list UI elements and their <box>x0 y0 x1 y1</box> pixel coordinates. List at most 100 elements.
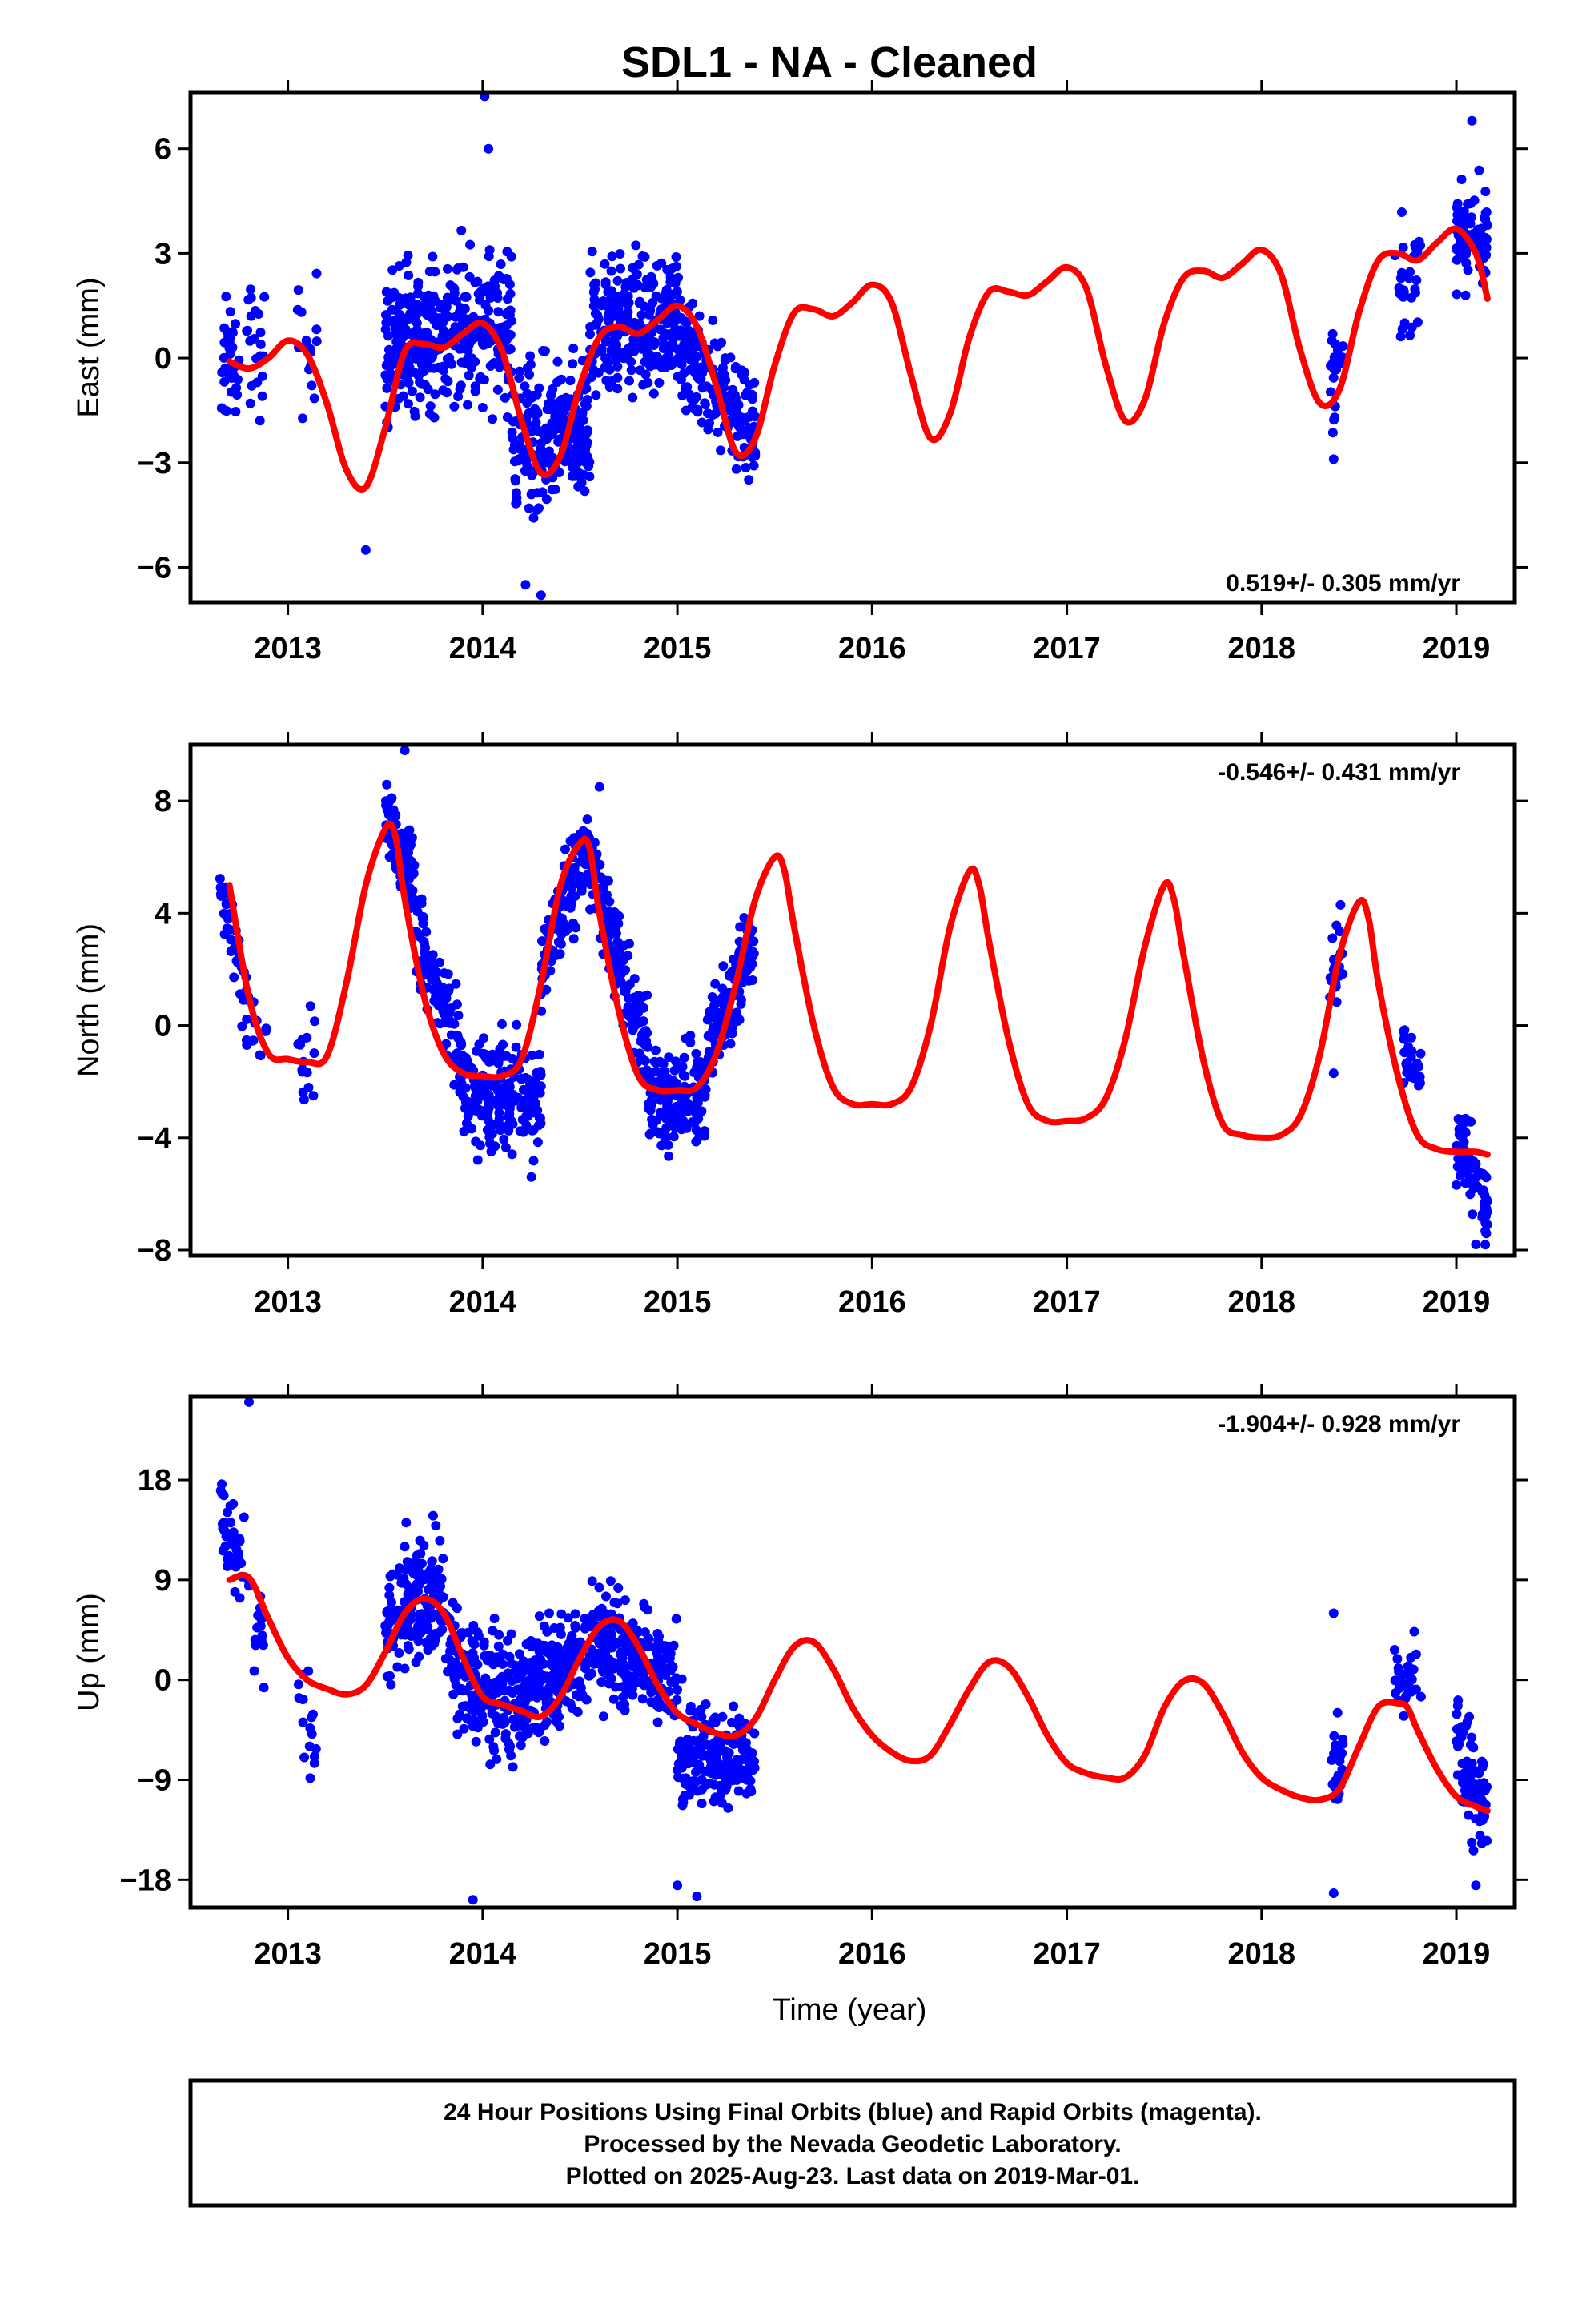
data-point <box>637 251 648 261</box>
east-observations <box>216 93 1492 601</box>
data-point <box>246 311 256 321</box>
data-point <box>428 1633 438 1643</box>
data-point <box>413 281 424 292</box>
data-point <box>225 333 235 344</box>
data-point <box>600 336 611 347</box>
data-point <box>464 1627 474 1638</box>
data-point <box>643 1042 653 1052</box>
data-point <box>685 1746 696 1756</box>
data-point <box>717 983 728 994</box>
data-point <box>477 338 488 348</box>
data-point <box>594 1582 604 1593</box>
data-point <box>736 424 745 434</box>
data-point <box>413 288 423 299</box>
data-point <box>636 1052 647 1063</box>
data-point <box>477 403 488 412</box>
data-point <box>711 1023 721 1034</box>
data-point <box>431 1521 441 1530</box>
data-point <box>1482 1207 1492 1217</box>
data-point <box>693 1098 703 1108</box>
data-point <box>455 1709 465 1719</box>
data-point <box>671 1078 681 1088</box>
data-point <box>1452 1180 1462 1190</box>
data-point <box>218 889 228 899</box>
data-point <box>649 1056 660 1067</box>
data-point <box>739 1739 749 1749</box>
data-point <box>455 384 465 394</box>
data-point <box>705 1779 715 1789</box>
data-point <box>594 782 604 792</box>
data-point <box>445 280 456 291</box>
data-point <box>451 979 461 989</box>
data-point <box>257 391 267 401</box>
data-point <box>617 1634 628 1644</box>
data-point <box>716 445 726 456</box>
east-plot-area <box>216 93 1492 601</box>
data-point <box>384 1582 395 1593</box>
data-point <box>259 292 270 302</box>
data-point <box>428 251 438 262</box>
data-point <box>232 390 243 400</box>
data-point <box>535 1113 545 1124</box>
data-point <box>384 1590 395 1600</box>
data-point <box>302 1032 312 1043</box>
data-point <box>452 264 462 275</box>
data-point <box>701 1699 711 1710</box>
data-point <box>722 1755 733 1766</box>
data-point <box>717 1784 728 1795</box>
data-point <box>219 376 230 387</box>
x-tick-label: 2014 <box>449 1937 517 1971</box>
data-point <box>233 1551 243 1562</box>
data-point <box>616 1667 627 1678</box>
data-point <box>656 293 667 304</box>
data-point <box>414 1651 424 1662</box>
data-point <box>507 1149 517 1160</box>
data-point <box>391 810 401 820</box>
data-point <box>1335 1756 1345 1767</box>
data-point <box>660 1663 670 1674</box>
data-point <box>554 412 564 423</box>
data-point <box>537 487 548 497</box>
data-point <box>644 1634 654 1644</box>
data-point <box>1461 1721 1472 1731</box>
data-point <box>516 1073 527 1084</box>
data-point <box>609 927 620 938</box>
data-point <box>404 847 413 858</box>
data-point <box>399 1573 409 1583</box>
data-point <box>697 417 707 428</box>
data-point <box>551 1651 561 1661</box>
data-point <box>1469 1184 1479 1194</box>
data-point <box>458 1092 468 1102</box>
data-point <box>556 374 567 384</box>
data-point <box>662 329 673 340</box>
data-point <box>511 1042 521 1052</box>
data-point <box>629 992 640 1003</box>
data-point <box>498 322 508 332</box>
data-point <box>472 1046 482 1056</box>
panels: −6 −3 0 3 6 2013 2014 2015 2016 2017 2018 2019 East … <box>72 80 1528 2027</box>
data-point <box>303 1666 314 1676</box>
data-point <box>678 1116 689 1126</box>
data-point <box>486 1147 496 1156</box>
up-rate-label: -1.904+/- 0.928 mm/yr <box>1218 1411 1460 1437</box>
data-point <box>586 372 596 383</box>
y-tick-label: −6 <box>137 551 171 585</box>
data-point <box>598 883 608 893</box>
data-point <box>381 1623 391 1634</box>
data-point <box>1468 228 1479 239</box>
data-point <box>611 356 621 367</box>
data-point <box>484 305 494 316</box>
data-point <box>237 1021 247 1031</box>
data-point <box>733 1786 744 1796</box>
data-point <box>413 301 424 311</box>
data-point <box>305 1001 315 1011</box>
data-point <box>498 1039 508 1050</box>
data-point <box>1461 214 1472 224</box>
data-point <box>452 1729 463 1739</box>
data-point <box>418 914 428 924</box>
data-point <box>1460 1178 1471 1188</box>
data-point <box>259 1683 269 1693</box>
data-point <box>402 1557 412 1567</box>
data-point <box>219 1526 230 1536</box>
data-point <box>585 322 596 332</box>
